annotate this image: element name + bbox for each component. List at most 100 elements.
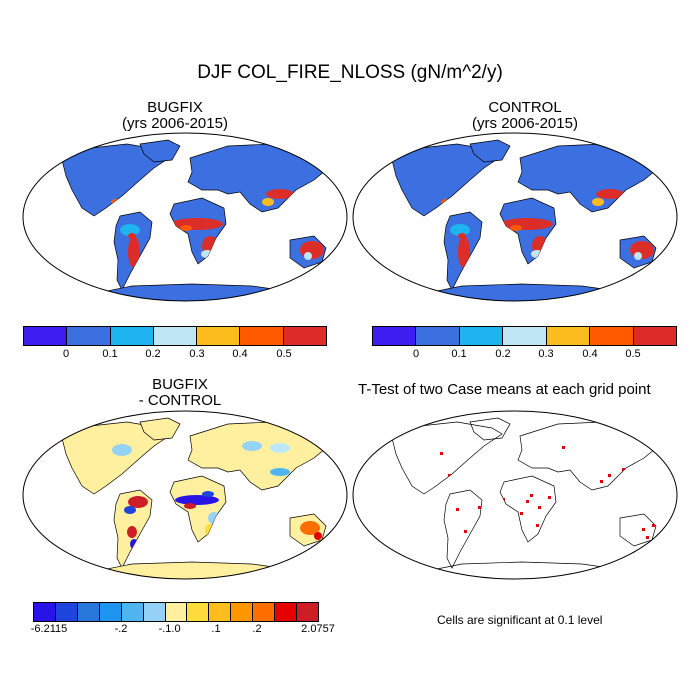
diff-colorbar-tick: .0 bbox=[171, 623, 181, 635]
diff-field-cell bbox=[270, 468, 290, 476]
control-colorbar-tick: 0.3 bbox=[538, 348, 554, 360]
control-title-line1: CONTROL bbox=[488, 99, 562, 116]
control-colorbar-tick: 0 bbox=[412, 348, 420, 360]
ttest-significant-cell bbox=[478, 506, 481, 509]
diff-map-border bbox=[22, 410, 348, 580]
diff-land-group bbox=[61, 417, 335, 579]
control-colorbar-swatch bbox=[416, 327, 460, 345]
ttest-significant-cell bbox=[600, 480, 603, 483]
diff-colorbar-tick: .1 bbox=[211, 623, 221, 635]
control-colorbar bbox=[372, 326, 677, 346]
control-land-group bbox=[391, 139, 665, 301]
bugfix-map bbox=[22, 132, 348, 302]
ttest-significant-cell bbox=[608, 474, 611, 477]
diff-panel-title: BUGFIX - CONTROL bbox=[80, 377, 280, 409]
ttest-map bbox=[352, 410, 678, 580]
ttest-significance-note: Cells are significant at 0.1 level bbox=[437, 613, 603, 627]
diff-field-cell bbox=[128, 496, 148, 508]
control-map-border bbox=[352, 132, 678, 302]
ttest-significant-cell bbox=[530, 494, 533, 497]
bugfix-colorbar-swatch bbox=[283, 327, 326, 345]
ttest-continent-namerica bbox=[391, 421, 503, 495]
bugfix-title-line2: (yrs 2006-2015) bbox=[122, 115, 228, 132]
ttest-significant-cell bbox=[526, 500, 529, 503]
bugfix-colorbar-swatch bbox=[67, 327, 111, 345]
ttest-significant-cell bbox=[448, 474, 451, 477]
diff-colorbar-swatch bbox=[297, 603, 318, 621]
diff-colorbar-swatch bbox=[187, 603, 210, 621]
control-colorbar-tick: 0.1 bbox=[451, 348, 467, 360]
ttest-significant-cell bbox=[536, 524, 539, 527]
ttest-panel-title: T-Test of two Case means at each grid po… bbox=[358, 381, 651, 398]
bugfix-colorbar-swatch bbox=[197, 327, 241, 345]
control-field-cell bbox=[630, 241, 654, 259]
diff-colorbar-swatch bbox=[231, 603, 254, 621]
diff-continent-namerica bbox=[61, 421, 173, 495]
ttest-continent-africa bbox=[499, 475, 557, 543]
ttest-significant-cell bbox=[440, 452, 443, 455]
control-continent-namerica bbox=[391, 143, 503, 217]
control-colorbar-swatch bbox=[633, 327, 676, 345]
control-field-cell bbox=[510, 225, 522, 231]
diff-colorbar-tick: -.2 bbox=[114, 623, 128, 635]
diff-field-cell bbox=[314, 532, 322, 540]
diff-field-cell bbox=[242, 441, 262, 451]
ttest-continent-greenland bbox=[469, 417, 511, 441]
ttest-ocean bbox=[353, 411, 677, 579]
bugfix-colorbar-swatch bbox=[240, 327, 284, 345]
ttest-significant-cell bbox=[642, 528, 645, 531]
bugfix-colorbar bbox=[23, 326, 327, 346]
ttest-significant-cell bbox=[456, 508, 459, 511]
control-colorbar-swatch bbox=[503, 327, 547, 345]
diff-field-cell bbox=[270, 443, 290, 453]
control-colorbar-swatch bbox=[373, 327, 417, 345]
ttest-continent-samerica bbox=[443, 489, 483, 569]
bugfix-continent-greenland bbox=[139, 139, 181, 163]
control-field-cell bbox=[458, 236, 470, 268]
diff-colorbar-swatch bbox=[77, 603, 100, 621]
control-colorbar-tick: 0.2 bbox=[495, 348, 511, 360]
bugfix-colorbar-swatch bbox=[24, 327, 68, 345]
diff-colorbar-tick: 2.0757 bbox=[301, 623, 335, 635]
bugfix-field-cell bbox=[300, 241, 324, 259]
bugfix-colorbar-tick: 0 bbox=[62, 348, 70, 360]
control-field-cell bbox=[634, 252, 642, 260]
diff-colorbar bbox=[33, 602, 319, 622]
control-title-line2: (yrs 2006-2015) bbox=[472, 115, 578, 132]
diff-map bbox=[22, 410, 348, 580]
bugfix-title-line1: BUGFIX bbox=[147, 99, 203, 116]
bugfix-colorbar-tick: 0.5 bbox=[276, 348, 292, 360]
diff-field-cell bbox=[127, 526, 137, 538]
bugfix-colorbar-tick: 0.3 bbox=[189, 348, 205, 360]
bugfix-colorbar-swatch bbox=[110, 327, 154, 345]
diff-colorbar-tick: .2 bbox=[252, 623, 262, 635]
diff-colorbar-tick: -.1 bbox=[158, 623, 172, 635]
control-field-cell bbox=[458, 233, 466, 239]
diff-colorbar-swatch bbox=[253, 603, 276, 621]
diff-field-cell bbox=[202, 491, 214, 497]
control-field-cell bbox=[592, 198, 604, 206]
ttest-significant-cell bbox=[464, 530, 467, 533]
diff-colorbar-swatch bbox=[275, 603, 298, 621]
control-field-cell bbox=[596, 189, 624, 199]
diff-colorbar-swatch bbox=[34, 603, 56, 621]
ttest-significant-cell bbox=[548, 496, 551, 499]
diff-colorbar-swatch bbox=[121, 603, 144, 621]
control-field-cell bbox=[450, 224, 470, 236]
diff-colorbar-swatch bbox=[209, 603, 232, 621]
ttest-significant-cell bbox=[652, 524, 655, 527]
control-map bbox=[352, 132, 678, 302]
bugfix-colorbar-tick: 0.4 bbox=[232, 348, 248, 360]
control-colorbar-tick: 0.4 bbox=[582, 348, 598, 360]
diff-field-cell bbox=[300, 521, 320, 535]
diff-colorbar-swatch bbox=[143, 603, 166, 621]
ttest-map-border bbox=[352, 410, 678, 580]
ttest-significant-cell bbox=[538, 506, 541, 509]
ttest-significant-cell bbox=[622, 468, 625, 471]
bugfix-field-cell bbox=[262, 198, 274, 206]
control-colorbar-swatch bbox=[459, 327, 504, 345]
figure-title: DJF COL_FIRE_NLOSS (gN/m^2/y) bbox=[197, 62, 503, 83]
control-panel-title: CONTROL (yrs 2006-2015) bbox=[425, 100, 625, 132]
control-colorbar-swatch bbox=[546, 327, 591, 345]
diff-colorbar-swatch bbox=[55, 603, 78, 621]
